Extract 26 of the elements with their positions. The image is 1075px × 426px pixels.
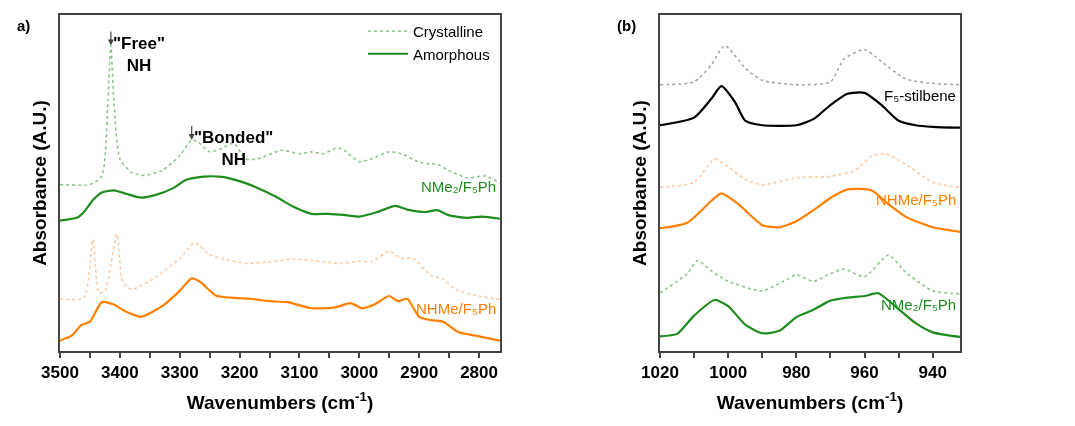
x-tick-label: 1020 [641, 363, 679, 383]
annotation: F₅-stilbene [884, 87, 956, 104]
x-tick-label: 2800 [460, 363, 498, 383]
x-tick-label: 2900 [400, 363, 439, 383]
annotation: "Bonded" NH [194, 128, 274, 170]
x-tick-label: 3000 [340, 363, 379, 383]
x-tick-label: 3500 [41, 363, 79, 383]
x-tick-label: 3200 [220, 363, 259, 383]
x-tick-label: 940 [918, 363, 947, 383]
x-axis-title: Wavenumbers (cm$^{-1}$) [186, 388, 374, 413]
legend-label: Amorphous [413, 45, 490, 63]
annotation: NHMe/F₅Ph [416, 300, 497, 317]
x-tick-label: 3400 [100, 363, 139, 383]
annotation: NMe₂/F₅Ph [421, 178, 497, 195]
x-tick-label: 1000 [709, 363, 748, 383]
x-tick-label: 3100 [280, 363, 319, 383]
x-tick-label: 960 [850, 363, 879, 383]
y-axis-title: Absorbance (A.U.) [29, 100, 51, 266]
text: a) [17, 17, 31, 34]
y-axis-title: Absorbance (A.U.) [629, 100, 651, 266]
x-tick-label: 3300 [160, 363, 199, 383]
x-axis-title: Wavenumbers (cm$^{-1}$) [716, 388, 904, 413]
annotation: "Free" NH [113, 34, 166, 76]
text: (b) [617, 17, 637, 34]
legend-label: Crystalline [413, 23, 484, 41]
x-tick-label: 980 [782, 363, 811, 383]
